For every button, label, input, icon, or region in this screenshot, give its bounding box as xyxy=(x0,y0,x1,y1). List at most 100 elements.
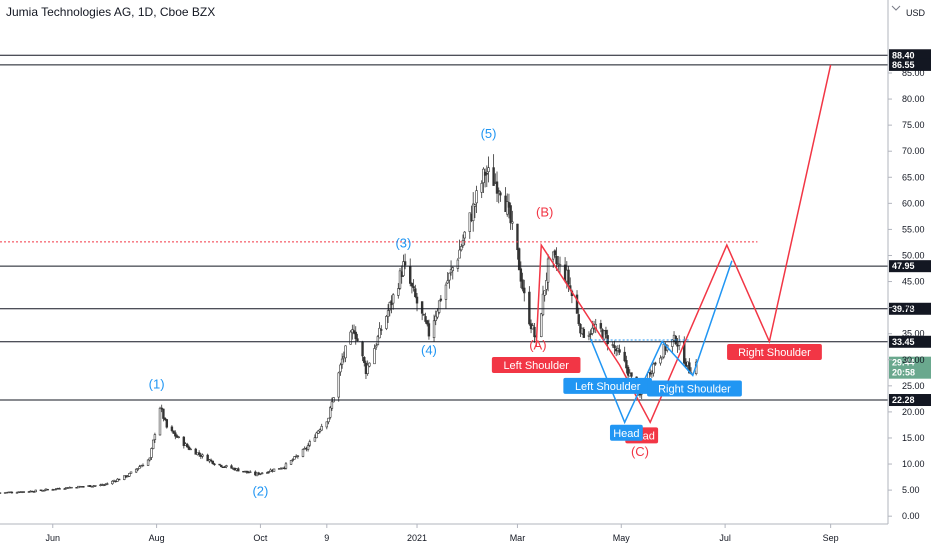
candle-body xyxy=(260,472,264,475)
candle-body xyxy=(197,452,201,455)
candle-body xyxy=(426,320,429,325)
elliott-wave-label: (4) xyxy=(421,343,437,358)
y-tick-label: 70.00 xyxy=(902,146,925,156)
level-tag-label: 47.95 xyxy=(892,261,915,271)
candle-body xyxy=(398,270,402,289)
candle-body xyxy=(158,407,162,436)
candle-body xyxy=(475,190,478,204)
last-price-tag xyxy=(889,356,931,379)
candle-body xyxy=(361,341,364,357)
candle-body xyxy=(308,441,311,446)
y-tick-label: 25.00 xyxy=(902,381,925,391)
x-tick-label: 2021 xyxy=(407,533,427,543)
candle-body xyxy=(289,460,293,465)
candle-body xyxy=(480,183,483,193)
candle-body xyxy=(482,168,485,183)
candle-body xyxy=(439,298,443,301)
elliott-wave-label: (2) xyxy=(252,483,268,498)
blue-pattern-tag xyxy=(563,377,652,394)
x-tick-label: Aug xyxy=(149,533,165,543)
red-pattern-tag xyxy=(491,356,581,373)
candle-body xyxy=(329,407,332,418)
y-tick-label: 85.00 xyxy=(902,68,925,78)
candle-body xyxy=(654,362,657,365)
candle-body xyxy=(626,366,630,376)
blue-pattern-tag xyxy=(609,424,643,441)
candle-body xyxy=(313,437,317,442)
candle-body xyxy=(106,483,109,485)
blue-pattern-tag-text: Right Shoulder xyxy=(658,383,731,395)
y-tick-label: 0.00 xyxy=(902,511,920,521)
candle-body xyxy=(206,454,209,462)
candle-body xyxy=(339,364,342,373)
candle-body xyxy=(432,320,436,339)
candle-body xyxy=(267,471,271,473)
currency-label: USD xyxy=(906,8,926,18)
candle-body xyxy=(218,463,221,466)
candle-body xyxy=(317,430,320,434)
candle-body xyxy=(403,261,407,266)
candle-body xyxy=(577,314,580,325)
candle-body xyxy=(225,465,228,468)
elliott-wave-label: (1) xyxy=(149,376,165,391)
candle-body xyxy=(153,434,157,440)
candle-body xyxy=(551,251,555,260)
abc-wave-label: (C) xyxy=(631,444,649,459)
level-tag xyxy=(889,58,931,71)
candle-body xyxy=(558,264,562,266)
candle-body xyxy=(533,326,536,338)
candle-body xyxy=(293,456,296,460)
candle-body xyxy=(506,201,509,215)
elliott-wave-label: (3) xyxy=(395,236,411,251)
y-tick-label: 60.00 xyxy=(902,198,925,208)
candle-body xyxy=(660,356,664,360)
candle-body xyxy=(211,460,214,465)
y-tick-label: 20.00 xyxy=(902,407,925,417)
candle-body xyxy=(10,491,14,494)
candle-body xyxy=(337,372,340,398)
candle-body xyxy=(249,471,252,473)
blue-pattern-path xyxy=(589,260,733,425)
candle-body xyxy=(58,488,61,490)
last-price-label: 29.44 xyxy=(892,358,915,368)
red-pattern-tag xyxy=(727,343,822,360)
candle-body xyxy=(446,280,449,284)
candle-body xyxy=(148,457,151,461)
candle-body xyxy=(611,344,614,346)
candle-body xyxy=(330,401,334,409)
y-tick-label: 65.00 xyxy=(902,172,925,182)
y-tick-label: 5.00 xyxy=(902,485,920,495)
candle-body xyxy=(587,334,591,337)
candle-body xyxy=(230,465,233,469)
candle-body xyxy=(363,357,366,363)
candle-body xyxy=(373,348,376,365)
candle-body xyxy=(436,310,439,318)
x-tick-label: Sep xyxy=(823,533,839,543)
candle-body xyxy=(618,349,621,353)
blue-pattern-tag-text: Head xyxy=(613,428,639,440)
candle-body xyxy=(517,248,521,271)
candle-body xyxy=(340,358,344,365)
candle-body xyxy=(528,291,531,325)
candle-body xyxy=(32,491,36,493)
candles xyxy=(0,154,698,494)
candle-body xyxy=(591,327,594,334)
x-tick-label: Oct xyxy=(253,533,268,543)
candle-body xyxy=(123,475,126,480)
candle-body xyxy=(189,448,192,451)
candle-body xyxy=(659,357,662,364)
chart-title: Jumia Technologies AG, 1D, Cboe BZX xyxy=(6,5,216,19)
candle-body xyxy=(116,478,119,482)
candle-body xyxy=(34,489,37,493)
candle-body xyxy=(165,419,169,428)
candle-body xyxy=(567,269,570,285)
candle-body xyxy=(172,430,175,434)
candle-body xyxy=(492,167,495,186)
level-tag xyxy=(889,394,931,407)
candle-body xyxy=(374,345,378,348)
candle-body xyxy=(356,338,359,342)
candle-body xyxy=(82,486,85,488)
candle-body xyxy=(70,486,73,489)
candle-body xyxy=(325,421,329,428)
